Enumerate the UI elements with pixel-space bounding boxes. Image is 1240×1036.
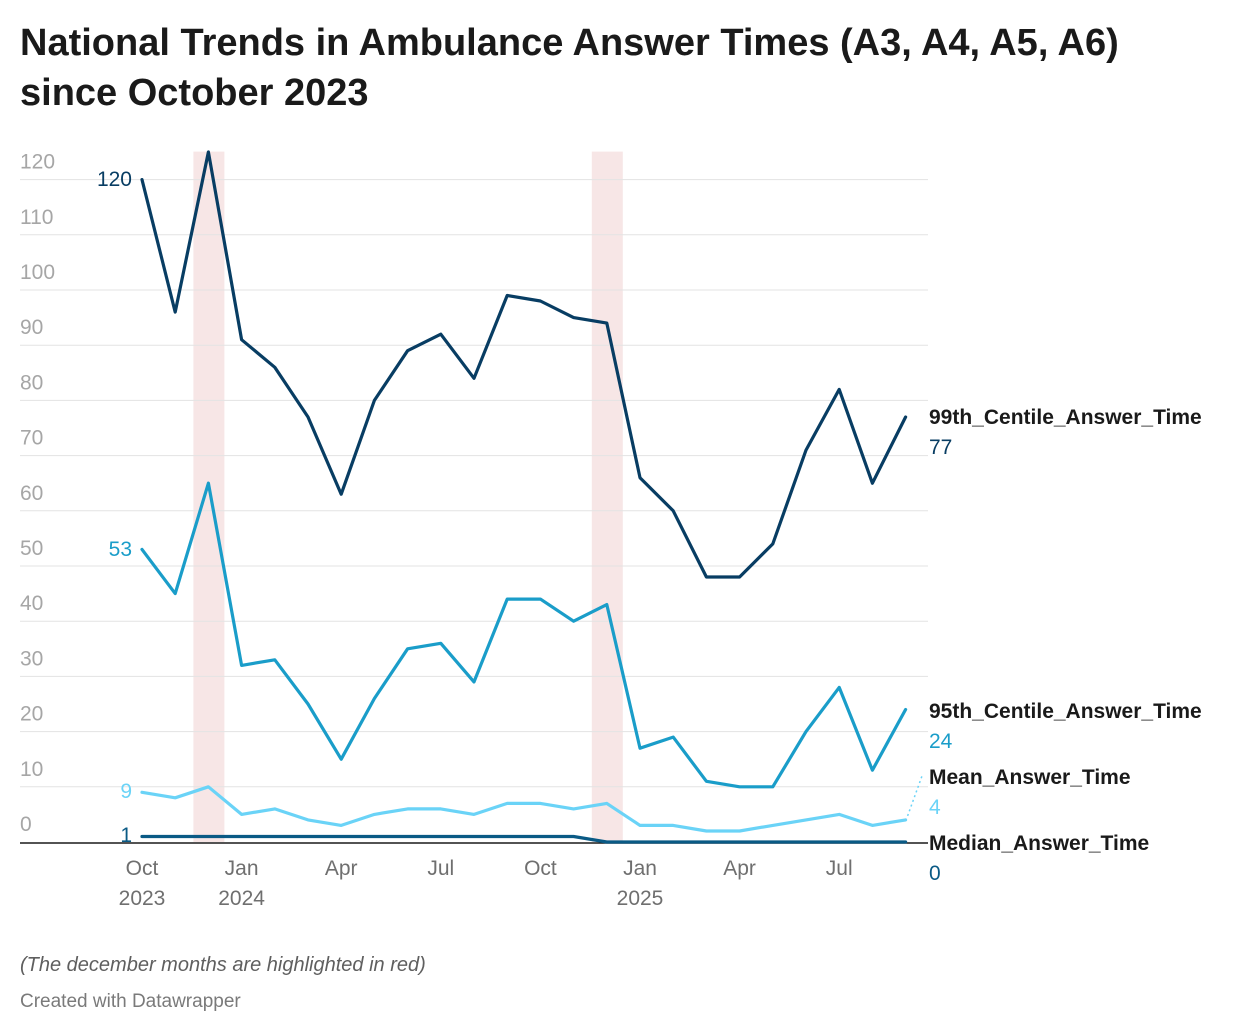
y-tick-label-0: 0 [20, 813, 32, 836]
x-tick-label-2025-01: Jan [623, 857, 657, 880]
start-value-Mean_Answer_Time: 9 [120, 780, 132, 803]
series-name-Mean_Answer_Time: Mean_Answer_Time [929, 766, 1131, 789]
series-line-Median_Answer_Time [140, 834, 908, 844]
y-tick-label-40: 40 [20, 592, 43, 615]
x-tick-year-2025-01: 2025 [617, 887, 664, 910]
end-value-Median_Answer_Time: 0 [929, 862, 941, 885]
start-value-99th_Centile_Answer_Time: 120 [97, 168, 132, 191]
x-axis-ticks: Oct 2023 Jan 2024 Apr Jul Oct Jan 2025 Apr Jul [119, 857, 853, 910]
end-value-Mean_Answer_Time: 4 [929, 796, 941, 819]
x-tick-label-2024-07: Jul [427, 857, 454, 880]
end-value-95th_Centile_Answer_Time: 24 [929, 730, 953, 753]
y-axis-ticks: 0 10 20 30 40 50 60 70 80 90 100 110 120 [20, 151, 55, 836]
series-name-Median_Answer_Time: Median_Answer_Time [929, 832, 1149, 855]
x-tick-year-2024-01: 2024 [218, 887, 265, 910]
series-line-Mean_Answer_Time [140, 785, 908, 833]
highlight-band-2024-12 [591, 151, 623, 843]
y-tick-label-60: 60 [20, 482, 43, 505]
x-tick-label-2025-07: Jul [826, 857, 853, 880]
x-tick-label-2024-04: Apr [325, 857, 358, 880]
mean-label-connector [906, 775, 923, 817]
start-value-95th_Centile_Answer_Time: 53 [109, 538, 132, 561]
x-tick-label-2024-10: Oct [524, 857, 557, 880]
highlight-band-2023-12 [193, 151, 225, 843]
series-labels: 120 99th_Centile_Answer_Time 77 53 95th_Cent… [97, 168, 1202, 885]
december-highlights [193, 151, 623, 843]
x-tick-label-2025-04: Apr [723, 857, 756, 880]
x-tick-label-2023-10: Oct [126, 857, 159, 880]
y-tick-label-10: 10 [20, 758, 43, 781]
y-tick-label-110: 110 [20, 206, 53, 229]
y-tick-label-70: 70 [20, 427, 43, 450]
end-value-99th_Centile_Answer_Time: 77 [929, 436, 952, 459]
y-tick-label-30: 30 [20, 647, 43, 670]
x-tick-year-2023-10: 2023 [119, 887, 166, 910]
y-tick-label-120: 120 [20, 151, 55, 174]
series-name-95th_Centile_Answer_Time: 95th_Centile_Answer_Time [929, 700, 1202, 723]
x-tick-label-2024-01: Jan [225, 857, 259, 880]
series-line-95th_Centile_Answer_Time [140, 481, 908, 789]
y-tick-label-20: 20 [20, 703, 43, 726]
y-tick-label-100: 100 [20, 261, 55, 284]
chart-credit: Created with Datawrapper [20, 991, 241, 1012]
chart-note: (The december months are highlighted in … [20, 954, 426, 976]
y-tick-label-90: 90 [20, 316, 43, 339]
start-value-Median_Answer_Time: 1 [120, 824, 132, 847]
y-tick-label-50: 50 [20, 537, 43, 560]
y-gridlines [20, 179, 928, 788]
y-tick-label-80: 80 [20, 371, 43, 394]
chart-title: National Trends in Ambulance Answer Time… [20, 22, 1119, 114]
series-name-99th_Centile_Answer_Time: 99th_Centile_Answer_Time [929, 406, 1202, 429]
series-line-99th_Centile_Answer_Time [140, 150, 908, 579]
series-lines [140, 150, 908, 844]
